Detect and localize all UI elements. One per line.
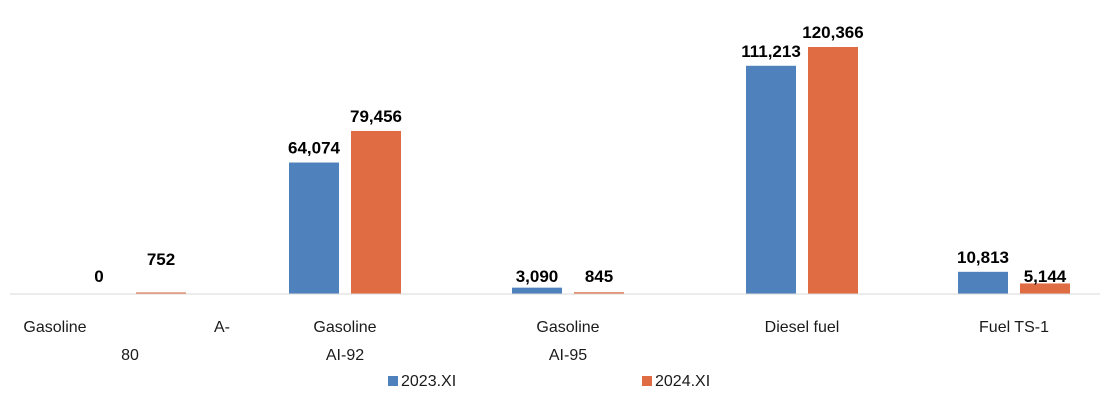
bar-2023.XI-2 <box>512 287 562 294</box>
legend-swatch-2023 <box>388 376 398 386</box>
value-label-2024.XI-2: 845 <box>585 267 613 286</box>
bar-2023.XI-4 <box>958 271 1008 294</box>
bar-2023.XI-3 <box>746 65 796 294</box>
category-labels-layer: Gasoline A- 80 Gasoline AI-92 Gasoline AI-95 Di… <box>23 319 1049 364</box>
value-label-2024.XI-3: 120,366 <box>802 23 863 42</box>
value-label-2023.XI-1: 64,074 <box>288 139 341 158</box>
bar-2024.XI-3 <box>808 47 858 294</box>
category-label-0-line-1: A- <box>214 319 230 336</box>
value-label-2023.XI-3: 111,213 <box>741 42 801 61</box>
value-label-2023.XI-4: 10,813 <box>957 248 1009 267</box>
bar-2024.XI-1 <box>351 130 401 294</box>
value-label-2023.XI-0: 0 <box>94 267 103 286</box>
category-label-1-line-1: AI-92 <box>326 347 364 364</box>
category-label-0-line-2: 80 <box>121 347 139 364</box>
category-label-2-line-0: Gasoline <box>536 319 599 336</box>
category-label-3-line-0: Diesel fuel <box>765 319 840 336</box>
legend-label-2023: 2023.XI <box>401 373 456 390</box>
bar-2024.XI-4 <box>1020 283 1070 294</box>
bar-2024.XI-2 <box>574 292 624 294</box>
bars-layer <box>136 47 1070 294</box>
value-label-2024.XI-4: 5,144 <box>1024 267 1067 286</box>
value-label-2024.XI-0: 752 <box>147 250 175 269</box>
legend-swatch-2024 <box>642 376 652 386</box>
category-label-1-line-0: Gasoline <box>313 319 376 336</box>
value-label-2024.XI-1: 79,456 <box>350 107 402 126</box>
legend-label-2024: 2024.XI <box>655 373 710 390</box>
value-labels-layer: 0 64,074 3,090 111,213 10,813 752 79,456 845 120… <box>94 23 1067 286</box>
value-label-2023.XI-2: 3,090 <box>516 267 559 286</box>
bar-2024.XI-0 <box>136 292 186 294</box>
bar-2023.XI-1 <box>289 162 339 294</box>
legend: 2023.XI 2024.XI <box>388 373 710 390</box>
category-label-2-line-1: AI-95 <box>549 347 587 364</box>
category-label-4-line-0: Fuel TS-1 <box>979 319 1049 336</box>
category-label-0-line-0: Gasoline <box>23 319 86 336</box>
